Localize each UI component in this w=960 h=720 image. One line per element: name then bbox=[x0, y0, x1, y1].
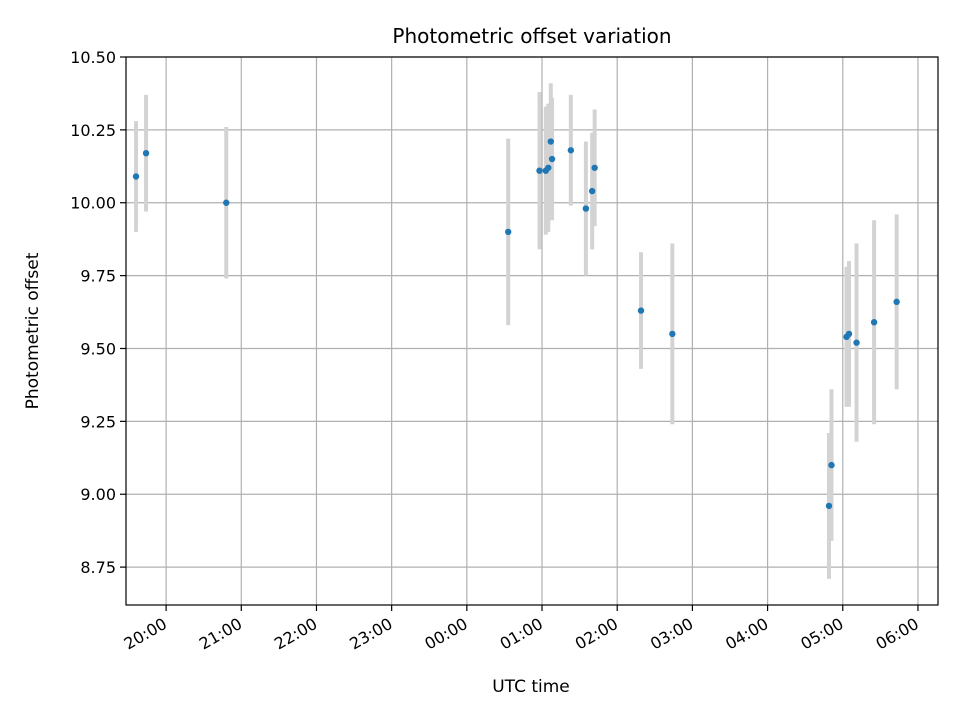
data-point bbox=[223, 199, 230, 206]
data-point bbox=[545, 164, 552, 171]
data-point bbox=[547, 138, 554, 145]
data-point bbox=[853, 339, 860, 346]
data-point bbox=[845, 330, 853, 338]
y-tick-label: 10.25 bbox=[70, 121, 116, 140]
plot-frame bbox=[125, 56, 939, 606]
y-tick-label: 10.00 bbox=[70, 194, 116, 213]
y-tick-label: 9.00 bbox=[80, 485, 116, 504]
data-point bbox=[870, 319, 878, 326]
data-point bbox=[669, 330, 676, 338]
data-point bbox=[504, 228, 512, 236]
data-point bbox=[582, 205, 590, 212]
y-tick-label: 9.75 bbox=[80, 267, 116, 286]
data-point bbox=[828, 461, 835, 469]
y-axis-ticks: 8.75 9.00 9.25 9.50 9.75 10.00 10.25 10.50 bbox=[70, 48, 126, 577]
y-tick-label: 9.25 bbox=[80, 412, 116, 431]
data-point bbox=[548, 155, 556, 163]
data-point bbox=[536, 167, 543, 174]
plot-area bbox=[126, 57, 938, 605]
data-point bbox=[567, 147, 575, 154]
y-tick-label: 8.75 bbox=[80, 558, 116, 577]
y-tick-label: 10.50 bbox=[70, 48, 116, 67]
data-point bbox=[825, 502, 833, 510]
data-point bbox=[132, 173, 140, 180]
data-point bbox=[893, 298, 900, 306]
data-points bbox=[132, 138, 900, 510]
x-axis-label: UTC time bbox=[492, 677, 570, 697]
y-tick-label: 9.50 bbox=[80, 339, 116, 358]
data-point bbox=[637, 307, 645, 314]
y-axis-label: Photometric offset bbox=[23, 252, 43, 409]
data-point bbox=[591, 164, 598, 171]
data-point bbox=[588, 187, 596, 195]
data-point bbox=[142, 149, 150, 157]
chart-title: Photometric offset variation bbox=[392, 24, 671, 48]
